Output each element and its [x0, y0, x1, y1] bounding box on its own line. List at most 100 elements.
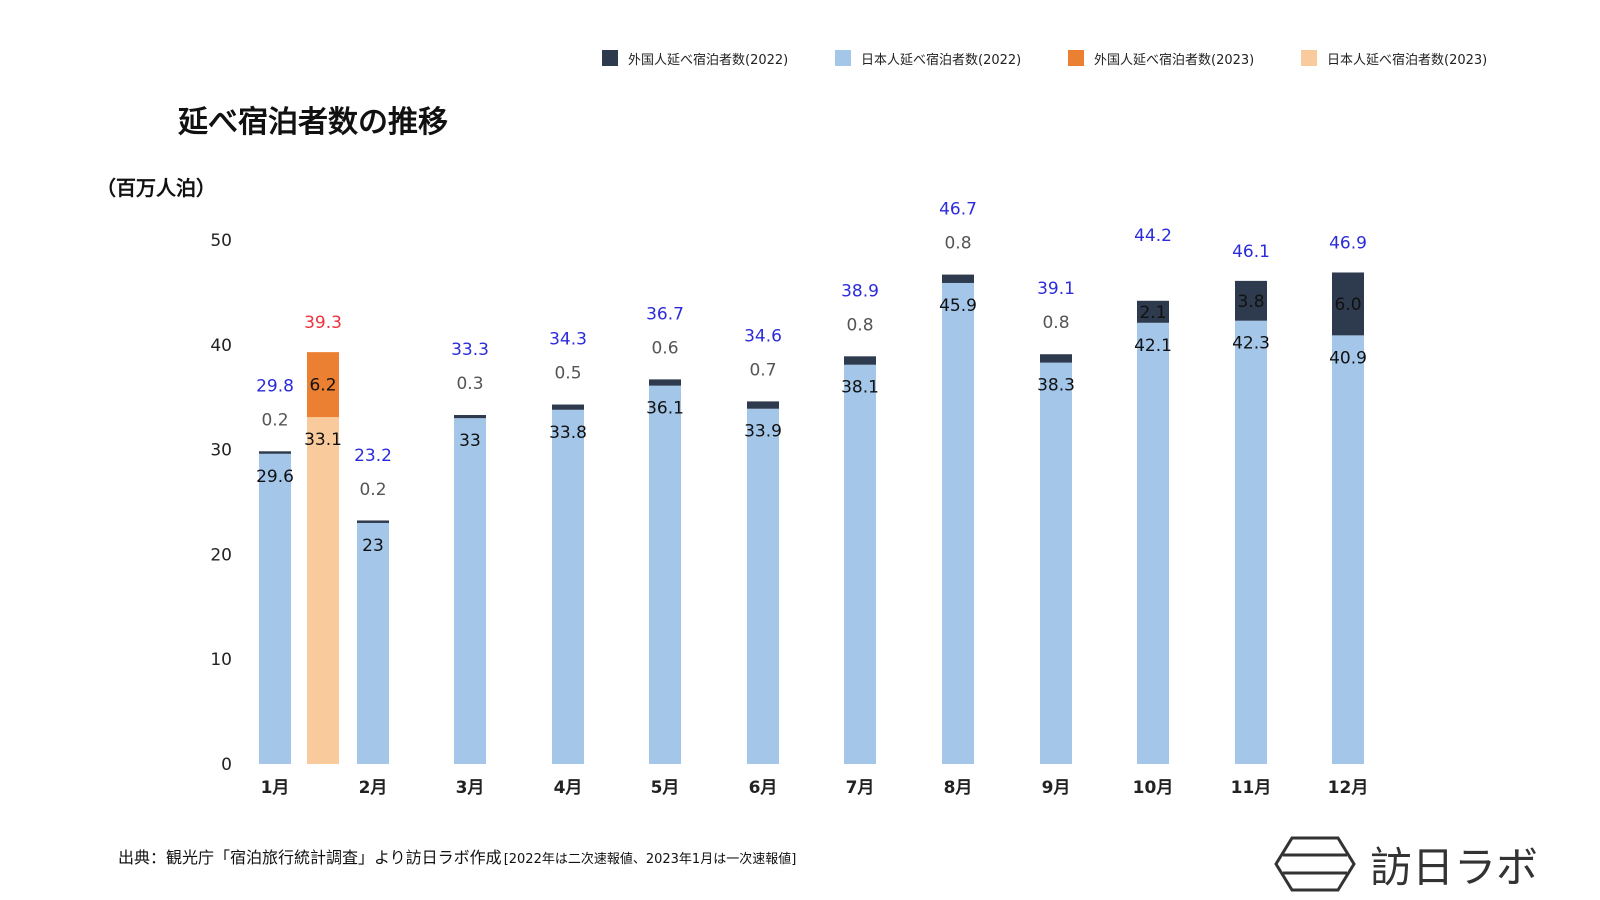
bar-japanese-segment [747, 408, 779, 764]
bar-japanese-segment [307, 417, 339, 764]
y-tick-label: 40 [210, 336, 232, 356]
foreign-value-label: 0.6 [651, 338, 678, 358]
japanese-value-label: 36.1 [646, 399, 684, 419]
y-axis-unit-label: （百万人泊） [96, 176, 216, 200]
x-tick-label: 4月 [554, 778, 583, 798]
x-tick-label: 5月 [651, 778, 680, 798]
foreign-value-label: 0.2 [261, 411, 288, 431]
y-tick-label: 10 [210, 650, 232, 670]
foreign-value-label: 0.8 [846, 315, 873, 335]
bar-japanese-segment [552, 409, 584, 764]
bar-foreign-segment [844, 356, 876, 365]
total-value-label: 34.3 [549, 330, 587, 350]
total-value-label: 23.2 [354, 446, 392, 466]
japanese-value-label: 33 [459, 431, 481, 451]
total-value-label: 33.3 [451, 340, 489, 360]
x-tick-label: 6月 [749, 778, 778, 798]
bar-foreign-segment [552, 404, 584, 410]
bar-foreign-segment [942, 274, 974, 283]
bar-foreign-segment [1137, 300, 1169, 323]
foreign-value-label: 6.2 [309, 376, 336, 396]
total-value-label: 36.7 [646, 304, 684, 324]
x-tick-label: 2月 [359, 778, 388, 798]
total-value-label: 46.1 [1232, 242, 1270, 262]
x-tick-label: 10月 [1133, 778, 1174, 798]
bar-foreign-segment [1040, 354, 1072, 363]
japanese-value-label: 42.3 [1232, 334, 1270, 354]
legend: 外国人延べ宿泊者数(2022) 日本人延べ宿泊者数(2022) 外国人延べ宿泊者数(… [602, 50, 1487, 68]
bar-foreign-segment [454, 415, 486, 419]
x-tick-label: 11月 [1231, 778, 1272, 798]
legend-label: 日本人延べ宿泊者数(2022) [861, 52, 1021, 68]
total-value-label: 39.3 [304, 313, 342, 333]
legend-swatch [1301, 50, 1317, 66]
bar-foreign-segment [1332, 272, 1364, 336]
x-axis-categories: 1月 2月 3月 4月 5月 6月 7月 8月 9月 10月 11月 12月 [261, 778, 1369, 798]
foreign-value-label: 0.5 [554, 364, 581, 384]
total-value-label: 38.9 [841, 281, 879, 301]
japanese-value-label: 23 [362, 536, 384, 556]
hexagon-logo-icon [1274, 836, 1356, 892]
bar-japanese-segment [649, 385, 681, 764]
foreign-value-label: 0.2 [359, 480, 386, 500]
x-tick-label: 7月 [846, 778, 875, 798]
legend-label: 外国人延べ宿泊者数(2022) [628, 52, 788, 68]
bar-japanese-segment [454, 418, 486, 764]
y-tick-label: 50 [210, 231, 232, 251]
japanese-value-label: 42.1 [1134, 336, 1172, 356]
foreign-value-label: 3.8 [1237, 292, 1264, 312]
total-value-label: 29.8 [256, 377, 294, 397]
japanese-value-label: 33.9 [744, 422, 782, 442]
foreign-value-label: 0.7 [749, 360, 776, 380]
foreign-value-label: 0.8 [1042, 313, 1069, 333]
bar-foreign-segment [357, 520, 389, 523]
legend-label: 外国人延べ宿泊者数(2023) [1094, 52, 1254, 68]
brand-logo: 訪日ラボ [1274, 836, 1538, 892]
bar-japanese-segment [1235, 320, 1267, 764]
japanese-value-label: 45.9 [939, 296, 977, 316]
japanese-value-label: 40.9 [1329, 348, 1367, 368]
japanese-value-label: 38.1 [841, 378, 879, 398]
source-text: 出典：観光庁「宿泊旅行統計調査」より訪日ラボ作成 [2022年は二次速報値、202… [118, 848, 796, 867]
legend-label: 日本人延べ宿泊者数(2023) [1327, 52, 1487, 68]
x-tick-label: 8月 [944, 778, 973, 798]
brand-name: 訪日ラボ [1370, 843, 1538, 892]
foreign-value-label: 0.3 [456, 374, 483, 394]
total-value-label: 39.1 [1037, 279, 1075, 299]
total-value-label: 46.7 [939, 200, 977, 220]
bar-japanese-segment [1040, 362, 1072, 764]
x-tick-label: 3月 [456, 778, 485, 798]
foreign-value-label: 6.0 [1334, 295, 1361, 315]
japanese-value-label: 33.1 [304, 430, 342, 450]
bar-foreign-segment [259, 451, 291, 454]
japanese-value-label: 38.3 [1037, 376, 1075, 396]
y-axis-ticks: 0 10 20 30 40 50 [210, 231, 232, 775]
bar-japanese-segment [357, 522, 389, 764]
bars-group [259, 272, 1364, 764]
total-value-label: 46.9 [1329, 233, 1367, 253]
japanese-value-label: 29.6 [256, 467, 294, 487]
bar-foreign-segment [307, 352, 339, 418]
x-tick-label: 12月 [1328, 778, 1369, 798]
bar-foreign-segment [747, 401, 779, 409]
total-value-label: 44.2 [1134, 226, 1172, 246]
y-tick-label: 20 [210, 545, 232, 565]
data-labels-group: 29.6 0.2 29.8 33.1 6.2 39.3 23 0.2 23.2 33 0.3 33.3… [256, 200, 1367, 556]
japanese-value-label: 33.8 [549, 423, 587, 443]
bar-japanese-segment [844, 364, 876, 764]
chart-title: 延べ宿泊者数の推移 [177, 105, 448, 140]
x-tick-label: 1月 [261, 778, 290, 798]
legend-swatch [1068, 50, 1084, 66]
bar-japanese-segment [1332, 335, 1364, 764]
y-tick-label: 30 [210, 441, 232, 461]
bar-japanese-segment [1137, 322, 1169, 764]
total-value-label: 34.6 [744, 326, 782, 346]
y-tick-label: 0 [221, 755, 232, 775]
bar-japanese-segment [259, 453, 291, 764]
x-tick-label: 9月 [1042, 778, 1071, 798]
bar-japanese-segment [942, 282, 974, 764]
foreign-value-label: 0.8 [944, 234, 971, 254]
bar-foreign-segment [649, 379, 681, 386]
legend-swatch [602, 50, 618, 66]
